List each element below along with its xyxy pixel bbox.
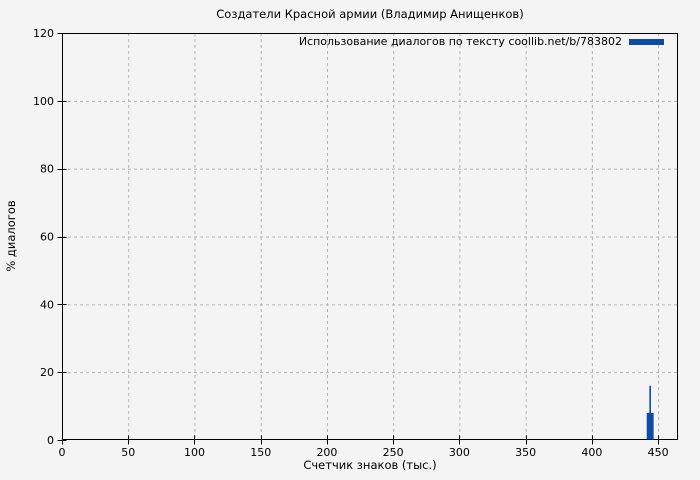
legend: Использование диалогов по тексту coollib… <box>299 35 664 48</box>
legend-line-sample <box>629 38 664 45</box>
legend-label: Использование диалогов по тексту coollib… <box>298 35 622 48</box>
y-tick-label: 20 <box>40 366 54 379</box>
x-tick-label: 350 <box>515 446 536 459</box>
y-tick-label: 80 <box>40 163 54 176</box>
x-tick-label: 400 <box>581 446 602 459</box>
x-tick-label: 100 <box>184 446 205 459</box>
chart-title: Создатели Красной армии (Владимир Анищен… <box>216 7 524 21</box>
x-tick-label: 150 <box>250 446 271 459</box>
x-tick-label: 0 <box>59 446 66 459</box>
plot-border <box>62 33 678 440</box>
x-tick-label: 50 <box>121 446 135 459</box>
x-tick-label: 450 <box>648 446 669 459</box>
y-tick-label: 120 <box>33 27 54 40</box>
y-tick-label: 60 <box>40 231 54 244</box>
y-tick-label: 40 <box>40 298 54 311</box>
y-tick-label: 100 <box>33 95 54 108</box>
x-tick-label: 250 <box>383 446 404 459</box>
x-tick-label: 300 <box>449 446 470 459</box>
x-tick-label: 200 <box>316 446 337 459</box>
y-tick-label: 0 <box>47 434 54 447</box>
x-axis-label: Счетчик знаков (тыс.) <box>303 458 437 472</box>
